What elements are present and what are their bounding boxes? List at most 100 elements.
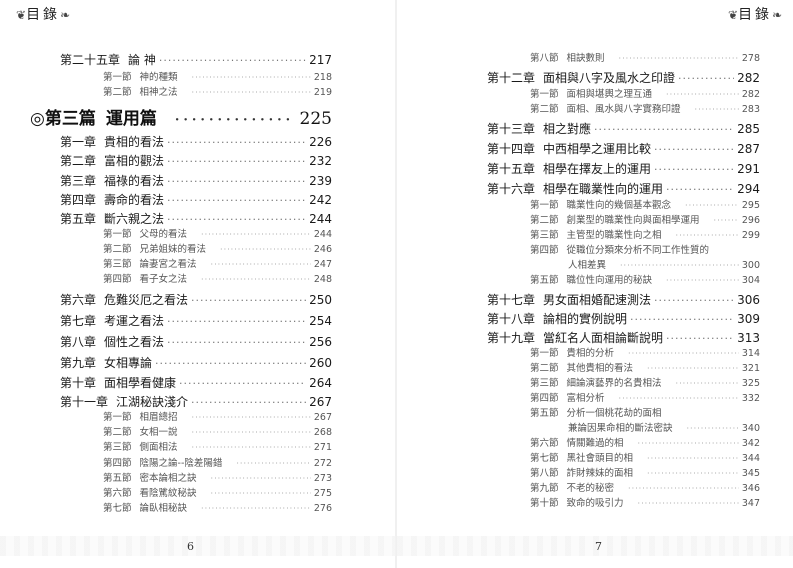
toc-entry-page: 242 bbox=[309, 193, 332, 207]
toc-entry-title: 男女面相婚配速測法 bbox=[543, 293, 652, 307]
toc-entry-title: 論相的實例說明 bbox=[543, 312, 628, 326]
dot-leader bbox=[167, 212, 306, 227]
dot-leader bbox=[654, 293, 734, 308]
dot-leader bbox=[236, 457, 310, 470]
toc-entry-label: 第六節 bbox=[103, 488, 132, 499]
toc-entry-page: 282 bbox=[741, 89, 760, 100]
toc-entry-continuation[interactable]: 兼論因果命相的斷法密訣 340 bbox=[568, 422, 760, 435]
toc-entry-label: 第四節 bbox=[530, 393, 559, 404]
toc-entry-page: 304 bbox=[741, 275, 760, 286]
toc-entry-label: 第七章 bbox=[60, 314, 97, 328]
dot-leader bbox=[666, 331, 734, 346]
toc-entry-title: 貴相的分析 bbox=[566, 348, 615, 359]
toc-entry-title: 面相與八字及風水之印證 bbox=[543, 71, 676, 85]
toc-entry-title: 陰陽之論--陰差陽錯 bbox=[139, 458, 223, 469]
dot-leader bbox=[685, 199, 739, 212]
toc-entry-title: 富相分析 bbox=[566, 393, 605, 404]
left-footer-ornament bbox=[0, 536, 396, 556]
toc-entry-title: 其他貴相的看法 bbox=[566, 363, 634, 374]
toc-entry-page: 248 bbox=[313, 274, 332, 285]
toc-entry-page: 283 bbox=[741, 104, 760, 115]
toc-entry-page: 250 bbox=[309, 293, 332, 307]
toc-entry-title: 看子女之法 bbox=[139, 274, 188, 285]
toc-entry-page: 260 bbox=[309, 356, 332, 370]
toc-entry-section-head[interactable]: 第四節 從職位分類來分析不同工作性質的 bbox=[530, 244, 760, 257]
toc-entry-label: 第三章 bbox=[60, 174, 97, 188]
toc-entry-continuation[interactable]: 人相差異 300 bbox=[568, 259, 760, 272]
toc-entry-label: 第七節 bbox=[530, 453, 559, 464]
toc-entry-title: 面相學看健康 bbox=[104, 376, 177, 390]
dot-leader bbox=[714, 214, 739, 227]
dot-leader bbox=[678, 71, 734, 86]
toc-entry-title: 相眉總招 bbox=[139, 412, 178, 423]
ornament-icon: ❧ bbox=[60, 8, 71, 22]
toc-entry-page: 268 bbox=[313, 427, 332, 438]
dot-leader bbox=[191, 293, 306, 308]
dot-leader bbox=[192, 71, 311, 84]
toc-entry-section-head[interactable]: 第五節 分析一個桃花劫的面相 bbox=[530, 407, 760, 420]
dot-leader bbox=[167, 135, 306, 150]
toc-entry-title: 密本論相之訣 bbox=[139, 473, 197, 484]
dot-leader bbox=[192, 426, 311, 439]
toc-entry-page: 325 bbox=[741, 378, 760, 389]
dot-leader bbox=[676, 377, 739, 390]
dot-leader bbox=[167, 154, 306, 169]
toc-entry-title: 兼論因果命相的斷法密訣 bbox=[568, 423, 673, 434]
toc-entry-label: 第十節 bbox=[530, 498, 559, 509]
toc-entry-label: 第十六章 bbox=[487, 182, 536, 196]
toc-entry-page: 300 bbox=[741, 260, 760, 271]
toc-entry-title: 女相一說 bbox=[139, 427, 178, 438]
toc-entry-page: 285 bbox=[737, 122, 760, 136]
